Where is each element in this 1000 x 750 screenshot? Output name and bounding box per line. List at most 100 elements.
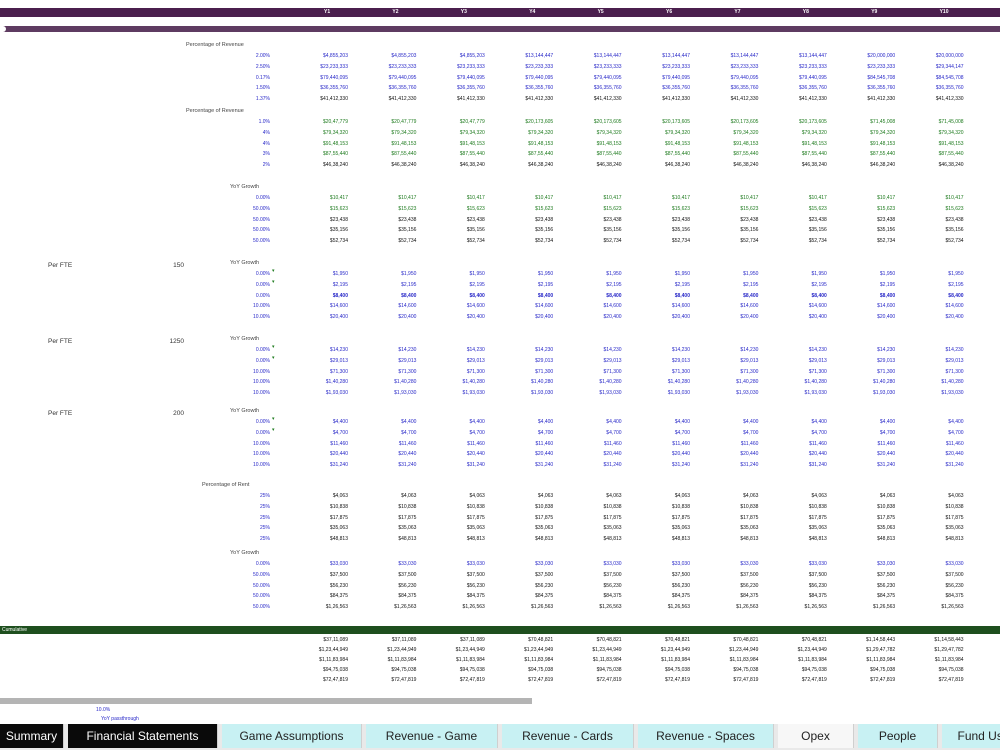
summary-cell[interactable]: $94,75,038 [664, 667, 690, 673]
table-cell[interactable]: $1,93,030 [982, 389, 1000, 398]
table-cell[interactable]: $31,240 [808, 462, 827, 469]
sheet-tab-summary[interactable]: Summary [0, 724, 64, 748]
table-cell[interactable]: $4,063 [982, 492, 1000, 501]
table-cell[interactable]: $29,013 [398, 357, 417, 364]
table-cell[interactable]: $11,460 [740, 440, 759, 447]
table-cell[interactable]: $33,030 [603, 561, 622, 567]
summary-cell[interactable]: $1,23,44,949 [729, 647, 759, 653]
table-cell[interactable]: $8,400 [879, 292, 896, 299]
table-cell[interactable]: $35,156 [808, 227, 827, 234]
table-cell[interactable]: $20,400 [466, 314, 485, 321]
table-cell[interactable]: $17,875 [740, 514, 759, 521]
table-cell[interactable]: $20,440 [982, 450, 1000, 459]
summary-cell[interactable]: $94,75,038 [596, 667, 622, 673]
table-cell[interactable]: $36,355,760 [456, 85, 485, 92]
table-cell[interactable]: $4,700 [879, 429, 896, 436]
summary-cell[interactable]: $94,75,038 [938, 667, 964, 673]
table-cell[interactable]: $1,40,280 [736, 379, 759, 386]
table-cell[interactable]: $23,438 [671, 216, 690, 223]
table-cell[interactable]: $31,240 [945, 462, 964, 469]
table-cell[interactable]: $56,230 [671, 582, 690, 589]
table-cell[interactable]: $1,40,280 [530, 379, 554, 386]
table-cell[interactable]: $4,400 [948, 419, 964, 425]
table-cell[interactable]: $48,813 [466, 536, 485, 543]
table-cell[interactable]: $31,240 [740, 462, 759, 469]
horizontal-scrollbar[interactable] [0, 698, 532, 704]
table-cell[interactable]: $29,013 [671, 357, 690, 364]
table-cell[interactable]: $4,400 [537, 419, 554, 425]
table-cell[interactable]: $4,700 [948, 429, 964, 436]
summary-cell[interactable]: $1,11,83,984 [319, 657, 348, 663]
table-cell[interactable]: $1,93,030 [804, 390, 827, 397]
table-cell[interactable]: $10,838 [603, 503, 622, 510]
table-cell[interactable]: $37,500 [398, 571, 417, 578]
table-cell[interactable]: $84,545,708 [935, 74, 964, 81]
table-cell[interactable]: $4,400 [606, 419, 622, 425]
summary-cell[interactable]: $94,75,038 [459, 667, 485, 673]
assumption-pct[interactable]: 50.00% [253, 238, 270, 245]
summary-cell[interactable]: $72,47,819 [664, 677, 690, 683]
table-cell[interactable]: $11,460 [945, 440, 964, 447]
table-cell[interactable]: $14,230 [603, 347, 622, 353]
table-cell[interactable]: $10,417 [740, 195, 759, 201]
table-cell[interactable]: $36,355,760 [935, 85, 964, 92]
table-cell[interactable]: $35,063 [740, 525, 759, 532]
table-cell[interactable]: $87,55,440 [596, 151, 622, 158]
table-cell[interactable]: $1,93,030 [872, 390, 896, 397]
table-cell[interactable]: $71,300 [466, 368, 485, 375]
table-cell[interactable]: $1,950 [606, 271, 622, 277]
table-cell[interactable]: $4,855,203 [459, 53, 485, 59]
assumption-pct[interactable]: 0.00% [255, 429, 270, 436]
table-cell[interactable]: $15,623 [740, 205, 759, 212]
sheet-tab-opex[interactable]: Opex [778, 724, 854, 748]
table-cell[interactable]: $2,195 [401, 281, 417, 288]
table-cell[interactable]: $87,55,440 [733, 151, 759, 158]
summary-cell[interactable]: $1,11,83,984 [729, 657, 759, 663]
table-cell[interactable]: $31,240 [535, 462, 554, 469]
table-cell[interactable]: $71,300 [945, 368, 964, 375]
table-cell[interactable]: $35,063 [808, 525, 827, 532]
table-cell[interactable]: $56,230 [535, 582, 554, 589]
table-cell[interactable]: $36,355,760 [982, 84, 1000, 93]
table-cell[interactable]: $35,063 [877, 525, 896, 532]
table-cell[interactable]: $41,412,330 [730, 96, 759, 103]
table-cell[interactable]: $37,500 [808, 571, 827, 578]
summary-cell[interactable]: $72,47,819 [733, 677, 759, 683]
summary-cell[interactable]: $37,11,089 [323, 637, 348, 643]
assumption-pct[interactable]: 3% [262, 151, 270, 158]
table-cell[interactable]: $35,156 [671, 227, 690, 234]
table-cell[interactable]: $4,063 [743, 493, 759, 499]
table-cell[interactable]: $35,156 [982, 226, 1000, 235]
table-cell[interactable]: $52,734 [466, 238, 485, 245]
assumption-pct[interactable]: 50.00% [253, 205, 270, 212]
table-cell[interactable]: $87,55,440 [459, 151, 485, 158]
table-cell[interactable]: $91,48,153 [528, 140, 554, 147]
table-cell[interactable]: $10,417 [808, 195, 827, 201]
table-cell[interactable]: $36,355,760 [867, 85, 896, 92]
table-cell[interactable]: $4,063 [606, 493, 622, 499]
table-cell[interactable]: $71,45,008 [938, 119, 964, 125]
table-cell[interactable]: $20,400 [535, 314, 554, 321]
table-cell[interactable]: $36,355,760 [662, 85, 690, 92]
table-cell[interactable]: $35,063 [671, 525, 690, 532]
table-cell[interactable]: $87,55,440 [391, 151, 417, 158]
table-cell[interactable]: $56,230 [808, 582, 827, 589]
table-cell[interactable]: $37,500 [671, 571, 690, 578]
table-cell[interactable]: $13,144,447 [593, 53, 622, 59]
table-cell[interactable]: $4,400 [401, 419, 417, 425]
table-cell[interactable]: $84,375 [535, 593, 554, 600]
table-cell[interactable]: $4,400 [674, 419, 690, 425]
table-cell[interactable]: $15,623 [982, 205, 1000, 214]
table-cell[interactable]: $20,440 [808, 451, 827, 458]
table-cell[interactable]: $48,813 [671, 536, 690, 543]
table-cell[interactable]: $20,400 [329, 314, 348, 321]
table-cell[interactable]: $35,156 [398, 227, 417, 234]
table-cell[interactable]: $71,300 [877, 368, 896, 375]
table-cell[interactable]: $20,440 [671, 451, 690, 458]
table-cell[interactable]: $1,40,280 [394, 379, 417, 386]
table-cell[interactable]: $48,813 [603, 536, 622, 543]
table-cell[interactable]: $15,623 [877, 205, 896, 212]
table-cell[interactable]: $14,600 [535, 303, 554, 310]
table-cell[interactable]: $35,063 [945, 525, 964, 532]
table-cell[interactable]: $91,48,153 [664, 140, 690, 147]
